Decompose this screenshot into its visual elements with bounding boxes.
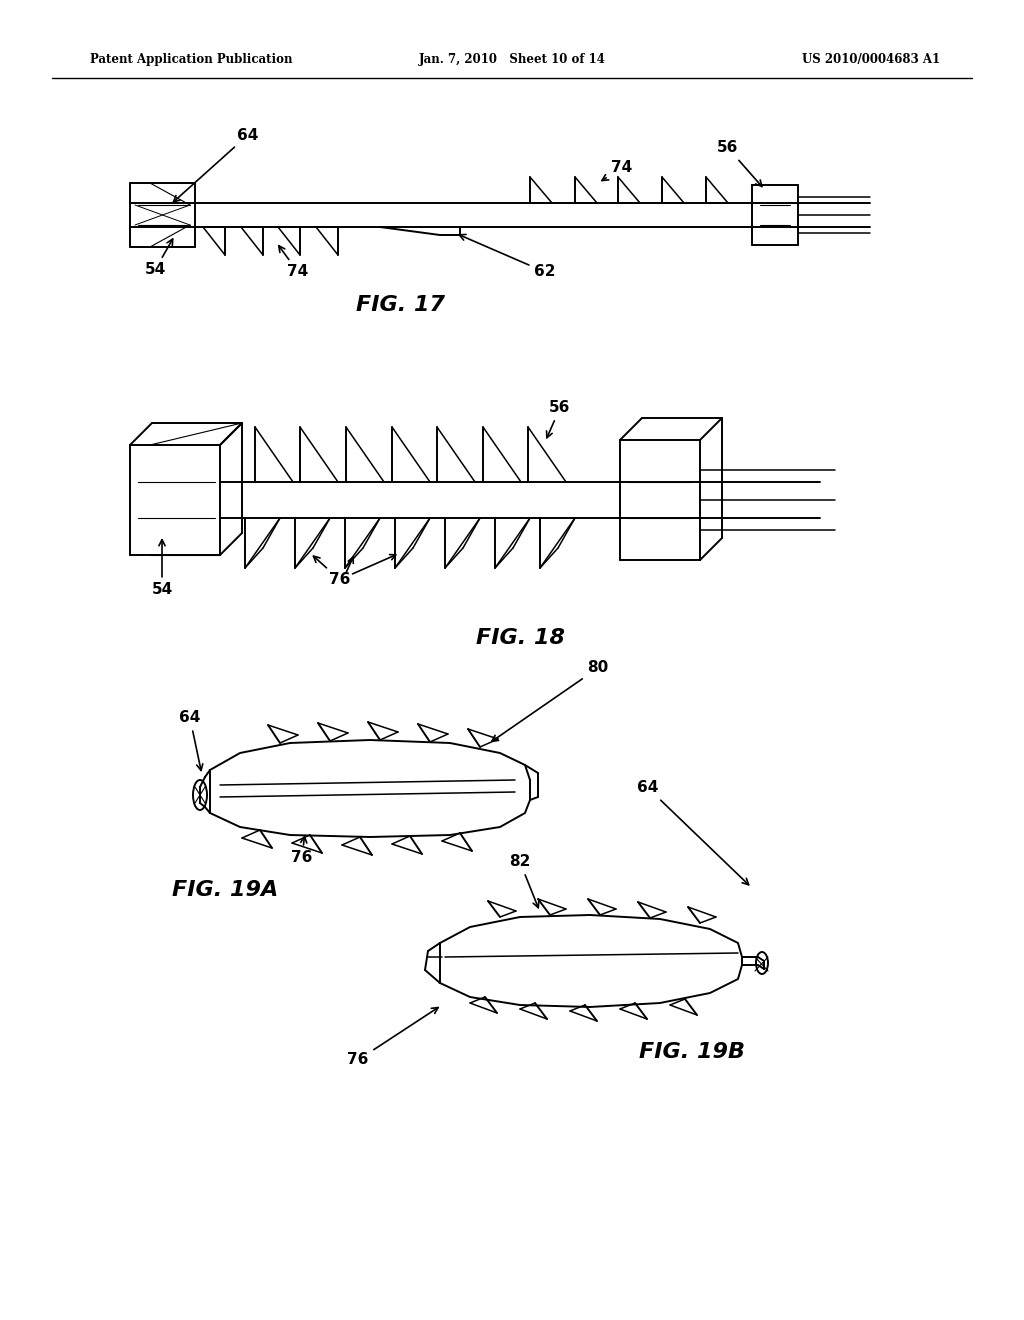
Text: 64: 64 (173, 128, 259, 202)
Text: Jan. 7, 2010   Sheet 10 of 14: Jan. 7, 2010 Sheet 10 of 14 (419, 54, 605, 66)
Text: FIG. 19A: FIG. 19A (172, 880, 279, 900)
Text: 56: 56 (718, 140, 762, 186)
Text: 82: 82 (509, 854, 539, 908)
Text: FIG. 17: FIG. 17 (355, 294, 444, 315)
Text: 54: 54 (144, 239, 173, 277)
Text: 62: 62 (459, 235, 556, 280)
Text: 76: 76 (291, 837, 312, 866)
Text: US 2010/0004683 A1: US 2010/0004683 A1 (802, 54, 940, 66)
Text: 64: 64 (179, 710, 203, 771)
Text: 54: 54 (152, 540, 173, 598)
Text: 76: 76 (347, 1007, 438, 1068)
Text: FIG. 19B: FIG. 19B (639, 1041, 745, 1063)
Text: Patent Application Publication: Patent Application Publication (90, 54, 293, 66)
Text: 80: 80 (492, 660, 608, 742)
Text: FIG. 18: FIG. 18 (475, 628, 564, 648)
Text: 76: 76 (313, 556, 350, 587)
Text: 56: 56 (547, 400, 570, 438)
Text: 64: 64 (637, 780, 749, 884)
Text: 74: 74 (602, 161, 633, 181)
Text: 74: 74 (279, 246, 308, 280)
